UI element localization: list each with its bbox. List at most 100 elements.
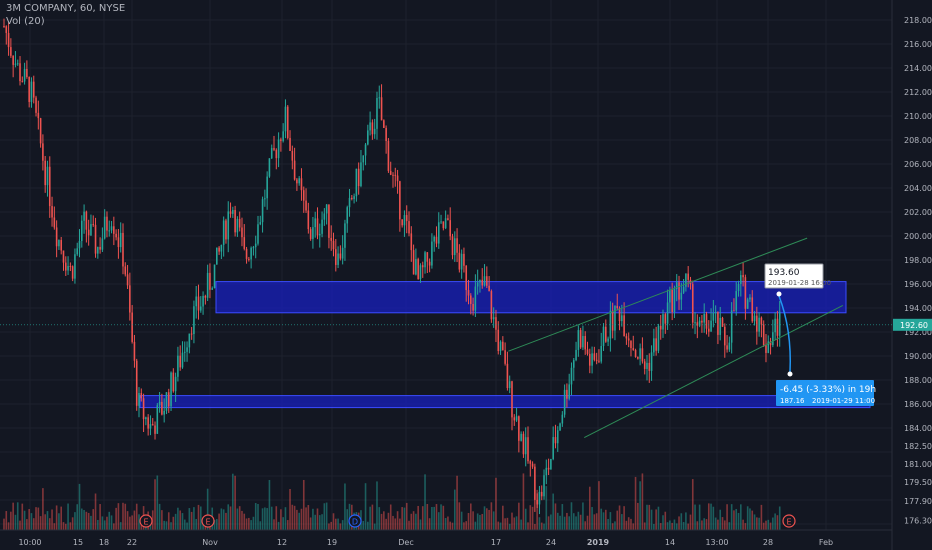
volume-bar: [179, 510, 181, 530]
volume-bar: [600, 508, 603, 530]
volume-bar: [543, 523, 545, 530]
volume-bar: [492, 511, 495, 530]
volume-bar: [607, 518, 609, 530]
candle-body: [447, 218, 449, 221]
volume-bar: [264, 507, 266, 530]
candle-body: [444, 218, 447, 229]
candle-body: [76, 248, 79, 255]
candle-body: [346, 207, 349, 224]
volume-bar: [572, 513, 575, 530]
candle-body: [12, 55, 14, 65]
volume-bar: [83, 510, 85, 530]
volume-bar: [703, 518, 705, 530]
candle-body: [133, 341, 136, 361]
y-tick-label: 198.00: [904, 256, 932, 265]
candle-body: [19, 63, 21, 82]
candle-body: [179, 355, 181, 368]
candle-body: [220, 244, 223, 252]
candle-body: [625, 336, 628, 339]
y-tick-label: 194.00: [904, 304, 932, 313]
volume-bar: [291, 504, 294, 530]
candle-body: [399, 181, 401, 220]
event-marker-E: [201, 514, 215, 528]
y-tick-label: 179.50: [904, 478, 932, 487]
candle-body: [140, 393, 143, 399]
volume-bar: [16, 502, 19, 530]
volume-bar: [197, 504, 200, 530]
candle-body: [691, 284, 694, 323]
candle-body: [621, 315, 623, 322]
projection-end-dot: [787, 371, 793, 377]
candle-body: [280, 139, 282, 141]
volume-bar: [678, 516, 680, 530]
volume-bar: [28, 509, 30, 530]
volume-bar: [316, 508, 319, 530]
candle-body: [639, 348, 641, 359]
x-tick-label: 28: [763, 538, 773, 547]
volume-bar: [48, 518, 51, 530]
volume-bar: [726, 504, 728, 530]
x-tick-label: Feb: [819, 538, 833, 547]
candle-body: [314, 218, 316, 228]
x-tick-label: 19: [327, 538, 337, 547]
candle-body: [577, 330, 580, 350]
volume-bar: [444, 518, 447, 530]
candle-body: [204, 295, 207, 298]
candle-body: [632, 348, 635, 351]
candle-body: [167, 392, 170, 407]
candle-body: [186, 347, 188, 352]
volume-bar: [122, 502, 124, 530]
volume-bar: [518, 502, 520, 530]
candle-body: [687, 273, 689, 280]
volume-bar: [371, 504, 374, 530]
candle-body: [735, 291, 738, 311]
candle-body: [7, 32, 10, 48]
candle-body: [641, 348, 644, 362]
candle-body: [129, 285, 131, 313]
volume-bar: [664, 511, 667, 530]
volume-bar: [545, 486, 548, 530]
candle-body: [753, 315, 756, 322]
candle-body: [527, 437, 529, 462]
volume-bar: [71, 517, 74, 530]
candle-body: [158, 401, 161, 406]
candle-body: [348, 197, 351, 208]
candle-body: [671, 289, 673, 313]
volume-bar: [106, 516, 108, 530]
candle-body: [183, 351, 186, 353]
volume-bar: [7, 522, 10, 530]
volume-bar: [113, 523, 115, 530]
volume-bar: [99, 504, 101, 530]
volume-bar: [344, 483, 346, 530]
y-tick-label: 184.00: [904, 424, 932, 433]
volume-bar: [646, 504, 648, 530]
candle-body: [499, 341, 502, 352]
candle-body: [218, 247, 220, 252]
candle-body: [23, 68, 26, 82]
volume-bar: [206, 488, 209, 530]
candle-body: [470, 295, 472, 304]
y-tick-label: 196.00: [904, 280, 932, 289]
y-tick-label: 190.00: [904, 352, 932, 361]
volume-bar: [261, 508, 264, 530]
volume-bar: [735, 508, 738, 530]
volume-bar: [673, 519, 676, 530]
candle-body: [421, 265, 424, 268]
candle-body: [572, 360, 575, 368]
volume-bar: [339, 523, 342, 530]
candle-body: [474, 286, 477, 311]
volume-bar: [474, 521, 477, 530]
volume-bar: [35, 507, 37, 530]
candle-body: [460, 253, 463, 270]
candle-body: [600, 345, 603, 362]
volume-bar: [39, 516, 42, 530]
candle-body: [264, 198, 266, 200]
y-tick-label: 202.00: [904, 208, 932, 217]
volume-bar: [225, 512, 227, 530]
candle-body: [538, 491, 541, 505]
candle-body: [135, 360, 138, 406]
candle-body: [698, 320, 701, 326]
candle-body: [412, 250, 415, 275]
